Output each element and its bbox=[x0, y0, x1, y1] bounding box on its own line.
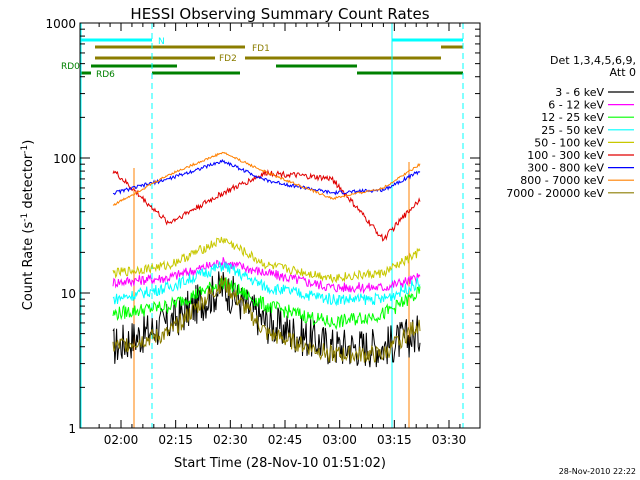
plot-frame bbox=[79, 22, 481, 429]
legend-label: 6 - 12 keV bbox=[548, 99, 604, 112]
series-line-4 bbox=[112, 236, 421, 284]
x-tick-label: 02:45 bbox=[268, 433, 303, 447]
flag-label-n: N bbox=[158, 37, 165, 47]
x-tick-label: 02:30 bbox=[213, 433, 248, 447]
legend-label: 100 - 300 keV bbox=[527, 149, 604, 162]
x-tick-label: 02:00 bbox=[104, 433, 139, 447]
series-line-1 bbox=[112, 257, 421, 295]
series-line-7 bbox=[112, 151, 421, 206]
legend-label: 50 - 100 keV bbox=[534, 136, 604, 149]
x-axis-ticks: 02:00 02:15 02:30 02:45 03:00 03:15 03:30 bbox=[98, 23, 467, 447]
legend-label: 12 - 25 keV bbox=[541, 111, 604, 124]
legend-header: Det 1,3,4,5,6,9, bbox=[550, 54, 636, 67]
x-axis-label: Start Time (28-Nov-10 01:51:02) bbox=[174, 456, 386, 471]
y-tick-label: 100 bbox=[53, 152, 76, 166]
legend-label: 800 - 7000 keV bbox=[520, 174, 604, 187]
plot-area bbox=[80, 23, 464, 428]
legend-label: 3 - 6 keV bbox=[555, 86, 604, 99]
y-tick-label: 1000 bbox=[45, 17, 76, 31]
x-tick-label: 03:00 bbox=[322, 433, 357, 447]
legend-header: Att 0 bbox=[610, 66, 636, 79]
y-tick-label: 10 bbox=[61, 287, 76, 301]
legend-label: 25 - 50 keV bbox=[541, 124, 604, 137]
series-line-6 bbox=[112, 158, 421, 196]
x-tick-label: 02:15 bbox=[158, 433, 193, 447]
legend-label: 7000 - 20000 keV bbox=[506, 187, 604, 200]
flag-bars: N FD1 FD2 RD0 RD6 bbox=[61, 37, 463, 80]
y-axis-label: Count Rate (s-1 detector-1) bbox=[20, 140, 36, 311]
flag-label-rd6: RD6 bbox=[96, 70, 115, 80]
flag-label-rd0: RD0 bbox=[61, 62, 80, 72]
series-line-3 bbox=[112, 261, 421, 307]
data-series bbox=[112, 151, 421, 368]
chart-title: HESSI Observing Summary Count Rates bbox=[130, 5, 429, 23]
y-tick-label: 1 bbox=[68, 422, 76, 436]
series-line-2 bbox=[112, 277, 421, 331]
flag-label-fd1: FD1 bbox=[252, 44, 270, 54]
series-line-8 bbox=[112, 275, 421, 363]
x-tick-label: 03:30 bbox=[432, 433, 467, 447]
x-tick-label: 03:15 bbox=[377, 433, 412, 447]
timestamp: 28-Nov-2010 22:22 bbox=[559, 467, 636, 476]
y-axis-ticks: 1 10 100 1000 bbox=[45, 17, 480, 436]
legend-label: 300 - 800 keV bbox=[527, 162, 604, 175]
series-line-5 bbox=[112, 168, 421, 242]
flag-label-fd2: FD2 bbox=[219, 54, 237, 64]
